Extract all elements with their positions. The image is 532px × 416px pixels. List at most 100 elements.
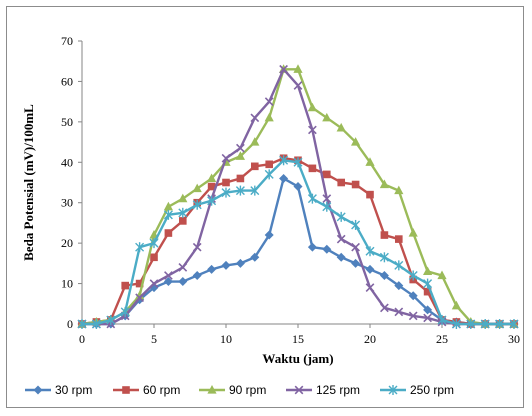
series-250-rpm-point — [106, 314, 116, 325]
x-tick-label: 30 — [508, 332, 520, 346]
series-60-rpm-point — [265, 160, 273, 169]
x-tick-label: 0 — [79, 332, 85, 346]
series-125-rpm-point — [192, 242, 202, 252]
series-30-rpm-point — [351, 258, 361, 268]
series-250-rpm-point — [307, 193, 317, 204]
series-250-rpm-point — [480, 319, 490, 329]
y-tick-label: 0 — [67, 317, 73, 331]
series-250-rpm-point — [77, 319, 87, 329]
series-125-rpm-point — [423, 313, 432, 323]
series-90-rpm-point — [135, 290, 145, 300]
y-tick-label: 70 — [61, 34, 73, 48]
series-60-rpm-point — [207, 182, 216, 191]
x-axis-title: Waktu (jam) — [262, 351, 333, 366]
legend-swatch-point — [207, 385, 217, 394]
series-125-rpm-point — [322, 194, 332, 204]
series-60-rpm-point — [236, 174, 245, 183]
series-30-rpm-point — [235, 258, 245, 268]
series-30-rpm-point — [163, 277, 173, 287]
series-250-rpm-point — [91, 319, 101, 329]
series-30-rpm-point — [379, 270, 389, 280]
series-60-rpm-point — [323, 170, 331, 179]
legend-swatch-point — [388, 385, 398, 395]
series-30-rpm-point — [178, 277, 188, 287]
series-90-rpm — [77, 64, 519, 328]
series-90-rpm-point — [394, 185, 404, 195]
series-90-rpm-point — [293, 64, 303, 73]
legend-item-60-rpm: 60 rpm — [113, 383, 180, 397]
y-tick-label: 30 — [61, 196, 73, 210]
series-30-rpm-point — [322, 244, 332, 254]
series-250-rpm-point — [509, 319, 519, 329]
y-tick-label: 60 — [61, 74, 73, 88]
legend-label: 125 rpm — [316, 383, 360, 397]
series-60-rpm-point — [179, 217, 187, 225]
series-60-rpm-point — [337, 178, 345, 187]
series-90-rpm-point — [250, 137, 260, 146]
series-125-rpm-point — [308, 125, 317, 135]
series-250-rpm-point — [423, 278, 433, 289]
legend-swatch-point — [33, 385, 43, 395]
series-125-rpm-point — [293, 81, 303, 90]
legend-label: 90 rpm — [229, 383, 266, 397]
series-125-rpm — [77, 64, 519, 329]
series-250-rpm-point — [437, 314, 447, 325]
series-125-rpm-point — [250, 113, 260, 123]
series-90-rpm-point — [408, 228, 418, 237]
x-tick-label: 5 — [151, 332, 157, 346]
series-125-rpm-point — [408, 311, 418, 321]
series-250-rpm-point — [408, 270, 418, 281]
y-tick-label: 20 — [61, 236, 73, 250]
series-250-rpm-point — [365, 246, 375, 257]
series-125-rpm-point — [149, 279, 159, 288]
legend: 30 rpm 60 rpm 90 rpm 125 rpm 250 rpm — [25, 383, 454, 397]
series-60-rpm-point — [164, 229, 173, 237]
series-125-rpm-line — [82, 68, 514, 326]
series-125-rpm-point — [178, 263, 188, 272]
tick-labels: 0 10 20 30 40 50 60 70 0 5 10 15 20 25 30 — [61, 34, 520, 346]
series-125-rpm-point — [394, 307, 404, 317]
series-90-rpm-point — [235, 151, 245, 160]
series-90-rpm-point — [336, 122, 346, 132]
legend-label: 250 rpm — [410, 383, 454, 397]
series-60-rpm-point — [150, 253, 158, 262]
series-125-rpm-point — [264, 97, 274, 107]
series-250-rpm — [77, 155, 519, 329]
series-90-rpm-line — [81, 68, 514, 326]
series-60-rpm-point — [251, 162, 259, 171]
series-30-rpm-point — [336, 252, 346, 262]
series-250-rpm-point — [120, 306, 130, 317]
legend-swatch-point — [122, 386, 130, 394]
series-90-rpm-point — [264, 112, 274, 122]
legend-item-90-rpm: 90 rpm — [199, 383, 266, 397]
series-90-rpm-point — [307, 102, 317, 112]
series-250-rpm-point — [451, 319, 461, 329]
series-30-rpm-point — [408, 291, 418, 301]
series-30-rpm-point — [279, 173, 289, 183]
series-125-rpm-point — [336, 234, 346, 244]
series-125-rpm-point — [365, 283, 375, 292]
series-250-rpm-point — [336, 211, 346, 222]
series-30-rpm-point — [250, 252, 260, 262]
series-60-rpm-point — [380, 231, 389, 239]
series-125-rpm-point — [351, 242, 360, 252]
series-250-rpm-point — [394, 260, 404, 271]
series-30-rpm-line — [82, 177, 514, 326]
series-60-rpm-point — [308, 164, 317, 173]
series-250-rpm-point — [163, 209, 173, 220]
series-90-rpm-point — [365, 157, 375, 166]
series-30-rpm-point — [264, 230, 274, 240]
series-250-rpm-point — [149, 238, 159, 249]
series-250-rpm-point — [250, 185, 260, 196]
series-90-rpm-point — [351, 137, 361, 146]
x-tick-label: 20 — [364, 332, 376, 346]
series-30-rpm-point — [365, 264, 375, 274]
series-250-rpm-point — [351, 219, 361, 230]
y-tick-label: 40 — [61, 155, 73, 169]
x-tick-label: 15 — [292, 332, 304, 346]
series-30-rpm-point — [307, 242, 317, 252]
series-90-rpm-point — [437, 270, 447, 280]
series-90-rpm-point — [423, 266, 433, 276]
series-90-rpm-point — [379, 179, 389, 189]
